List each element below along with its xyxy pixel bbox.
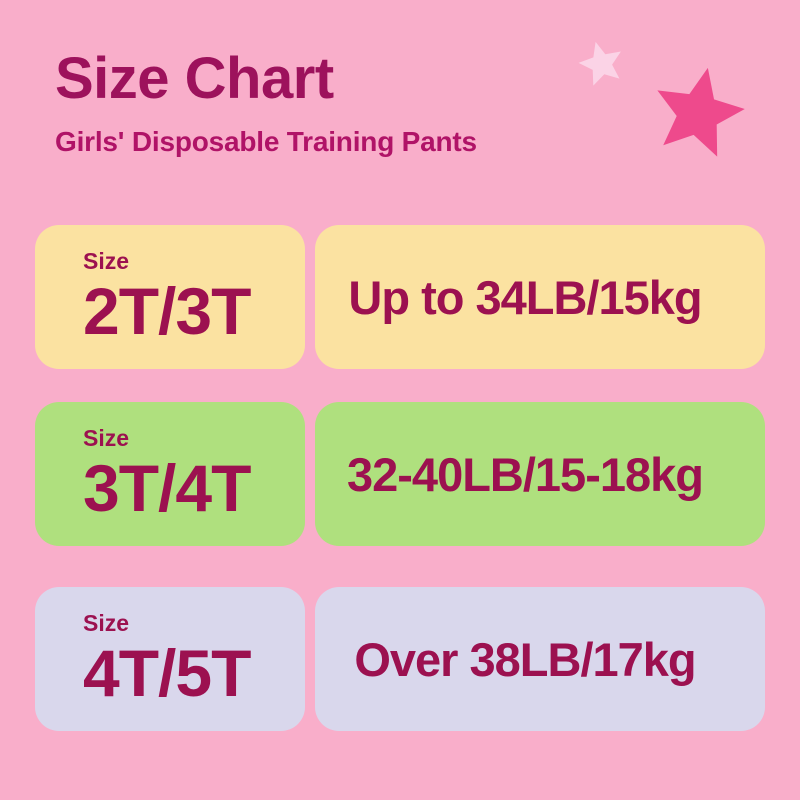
small-star-icon <box>578 41 621 86</box>
size-value: 4T/5T <box>83 636 251 710</box>
size-cell-3t4t: Size 3T/4T <box>35 402 305 546</box>
size-value: 3T/4T <box>83 451 251 525</box>
size-cell-4t5t: Size 4T/5T <box>35 587 305 731</box>
page-title: Size Chart <box>55 46 334 111</box>
header: Size Chart Girls' Disposable Training Pa… <box>55 50 477 156</box>
weight-value: Over 38LB/17kg <box>354 632 696 686</box>
weight-cell-3t4t: 32-40LB/15-18kg <box>315 402 765 546</box>
size-row-3t4t: Size 3T/4T 32-40LB/15-18kg <box>35 402 765 546</box>
large-star-shape <box>657 67 745 157</box>
size-row-4t5t: Size 4T/5T Over 38LB/17kg <box>35 587 765 731</box>
size-cell-2t3t: Size 2T/3T <box>35 225 305 369</box>
page-subtitle: Girls' Disposable Training Pants <box>55 126 477 157</box>
small-star-shape <box>578 41 621 86</box>
size-row-2t3t: Size 2T/3T Up to 34LB/15kg <box>35 225 765 369</box>
size-label: Size <box>83 610 130 636</box>
size-value: 2T/3T <box>83 274 251 348</box>
size-label: Size <box>83 425 130 451</box>
weight-cell-4t5t: Over 38LB/17kg <box>315 587 765 731</box>
weight-value: Up to 34LB/15kg <box>348 270 702 324</box>
size-label: Size <box>83 248 130 274</box>
large-star-icon <box>657 67 745 157</box>
weight-value: 32-40LB/15-18kg <box>347 447 704 501</box>
weight-cell-2t3t: Up to 34LB/15kg <box>315 225 765 369</box>
